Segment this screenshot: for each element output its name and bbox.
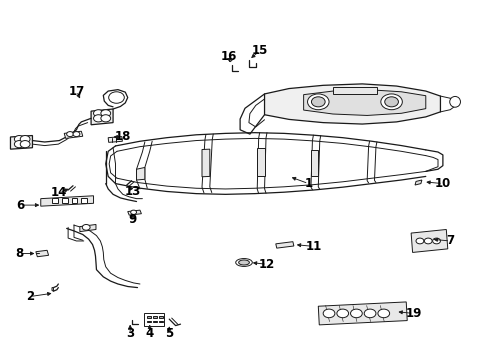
Polygon shape — [304, 90, 426, 116]
Polygon shape — [91, 109, 113, 125]
Circle shape — [364, 309, 376, 318]
Ellipse shape — [239, 260, 249, 265]
Text: 13: 13 — [124, 185, 141, 198]
Text: 8: 8 — [15, 247, 24, 260]
Ellipse shape — [450, 96, 461, 107]
Circle shape — [73, 132, 80, 136]
Circle shape — [94, 115, 103, 122]
Bar — [52, 198, 58, 203]
Circle shape — [131, 210, 137, 215]
Circle shape — [350, 309, 362, 318]
Circle shape — [67, 132, 74, 136]
Circle shape — [337, 309, 348, 318]
Polygon shape — [318, 302, 407, 325]
Text: 17: 17 — [68, 85, 85, 98]
Circle shape — [308, 94, 329, 110]
Text: 12: 12 — [259, 258, 275, 271]
Bar — [62, 198, 68, 203]
Bar — [147, 316, 151, 318]
Text: 14: 14 — [51, 186, 68, 199]
Circle shape — [82, 225, 90, 230]
Text: 11: 11 — [305, 240, 321, 253]
Circle shape — [94, 110, 103, 117]
Circle shape — [20, 135, 30, 143]
Bar — [159, 320, 163, 322]
Bar — [153, 320, 157, 322]
Polygon shape — [128, 210, 142, 215]
Circle shape — [378, 309, 390, 318]
Text: 18: 18 — [115, 130, 131, 144]
Circle shape — [385, 97, 398, 107]
Text: 3: 3 — [126, 327, 134, 340]
Polygon shape — [276, 242, 294, 248]
Circle shape — [433, 238, 441, 244]
Text: 9: 9 — [128, 213, 137, 226]
Text: 6: 6 — [16, 199, 24, 212]
Polygon shape — [311, 150, 318, 176]
Circle shape — [101, 115, 111, 122]
Circle shape — [14, 135, 24, 143]
Polygon shape — [108, 136, 122, 142]
Ellipse shape — [236, 258, 252, 266]
Bar — [153, 316, 157, 318]
Polygon shape — [411, 229, 448, 252]
Text: 19: 19 — [405, 307, 422, 320]
Circle shape — [14, 140, 24, 148]
Text: 1: 1 — [304, 177, 313, 190]
Text: 4: 4 — [146, 327, 154, 340]
Text: 5: 5 — [165, 327, 173, 340]
Text: 16: 16 — [220, 50, 237, 63]
Text: 15: 15 — [251, 44, 268, 57]
Bar — [147, 320, 151, 322]
Bar — [81, 198, 87, 203]
Polygon shape — [64, 131, 83, 138]
Polygon shape — [80, 225, 96, 231]
Polygon shape — [265, 84, 441, 124]
Text: 2: 2 — [26, 290, 34, 303]
Polygon shape — [257, 148, 265, 176]
Text: 7: 7 — [446, 234, 454, 247]
Polygon shape — [202, 149, 210, 177]
Polygon shape — [36, 250, 49, 257]
Circle shape — [424, 238, 432, 244]
Circle shape — [416, 238, 424, 244]
Circle shape — [381, 94, 402, 110]
Bar — [159, 316, 163, 318]
Circle shape — [109, 92, 124, 103]
Bar — [333, 87, 377, 94]
Polygon shape — [41, 196, 94, 206]
Polygon shape — [10, 135, 32, 149]
Bar — [72, 198, 77, 203]
Polygon shape — [415, 180, 422, 185]
Circle shape — [312, 97, 325, 107]
Bar — [144, 313, 164, 326]
Polygon shape — [52, 288, 53, 291]
Polygon shape — [137, 167, 145, 180]
Circle shape — [323, 309, 335, 318]
Text: 10: 10 — [435, 177, 451, 190]
Circle shape — [20, 140, 30, 148]
Circle shape — [101, 110, 111, 117]
